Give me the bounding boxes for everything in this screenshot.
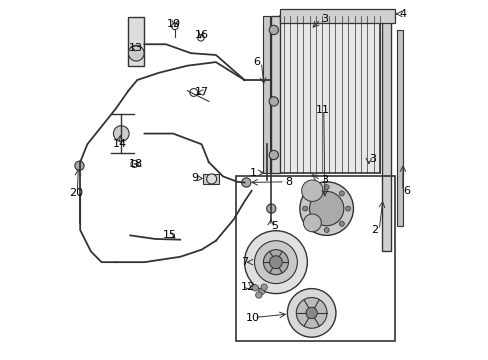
Circle shape: [269, 256, 282, 269]
Circle shape: [308, 221, 313, 226]
Text: 8: 8: [285, 177, 292, 187]
Circle shape: [299, 182, 353, 235]
Circle shape: [258, 288, 264, 295]
Text: 3: 3: [321, 175, 328, 185]
Circle shape: [128, 45, 144, 61]
Text: 4: 4: [399, 9, 406, 19]
Text: 19: 19: [166, 18, 181, 28]
Circle shape: [268, 25, 278, 35]
Text: 7: 7: [241, 257, 247, 267]
Circle shape: [339, 221, 344, 226]
Circle shape: [302, 206, 307, 211]
Text: 3: 3: [369, 154, 376, 163]
Text: 18: 18: [128, 159, 142, 169]
Text: 2: 2: [370, 225, 378, 235]
Circle shape: [254, 241, 297, 284]
Text: 17: 17: [194, 87, 208, 98]
Circle shape: [268, 97, 278, 106]
Text: 1: 1: [249, 168, 256, 178]
Text: 6: 6: [253, 57, 260, 67]
Bar: [381, 16, 390, 251]
Text: 6: 6: [403, 186, 410, 196]
Circle shape: [296, 297, 326, 328]
Bar: [280, 9, 394, 23]
Circle shape: [287, 289, 335, 337]
Text: 14: 14: [112, 139, 126, 149]
Text: 3: 3: [321, 14, 328, 24]
Bar: [128, 18, 144, 66]
Circle shape: [263, 249, 288, 275]
Circle shape: [324, 228, 328, 233]
Text: 15: 15: [162, 230, 176, 240]
Circle shape: [305, 307, 317, 319]
Circle shape: [324, 185, 328, 190]
Circle shape: [113, 126, 129, 141]
Circle shape: [241, 178, 250, 187]
Circle shape: [309, 192, 343, 226]
Bar: [203, 174, 219, 184]
Text: 16: 16: [194, 30, 208, 40]
Circle shape: [255, 292, 262, 298]
Text: 13: 13: [128, 43, 142, 53]
Text: 11: 11: [315, 105, 329, 115]
Bar: [271, 16, 280, 173]
Circle shape: [308, 191, 313, 196]
Text: 10: 10: [246, 312, 260, 323]
Circle shape: [75, 161, 84, 170]
Text: 20: 20: [69, 188, 83, 198]
Circle shape: [206, 174, 216, 184]
Bar: [397, 30, 402, 226]
Circle shape: [345, 206, 350, 211]
Circle shape: [266, 204, 275, 213]
Bar: [280, 16, 380, 173]
Text: 12: 12: [241, 282, 255, 292]
Circle shape: [244, 231, 307, 294]
Circle shape: [301, 180, 323, 202]
Bar: [263, 16, 270, 173]
Text: 9: 9: [190, 173, 198, 183]
Circle shape: [339, 191, 344, 196]
Circle shape: [251, 285, 258, 291]
Circle shape: [261, 284, 267, 291]
Circle shape: [303, 214, 321, 232]
Circle shape: [268, 150, 278, 159]
Text: 5: 5: [271, 221, 278, 231]
Bar: [235, 176, 394, 341]
